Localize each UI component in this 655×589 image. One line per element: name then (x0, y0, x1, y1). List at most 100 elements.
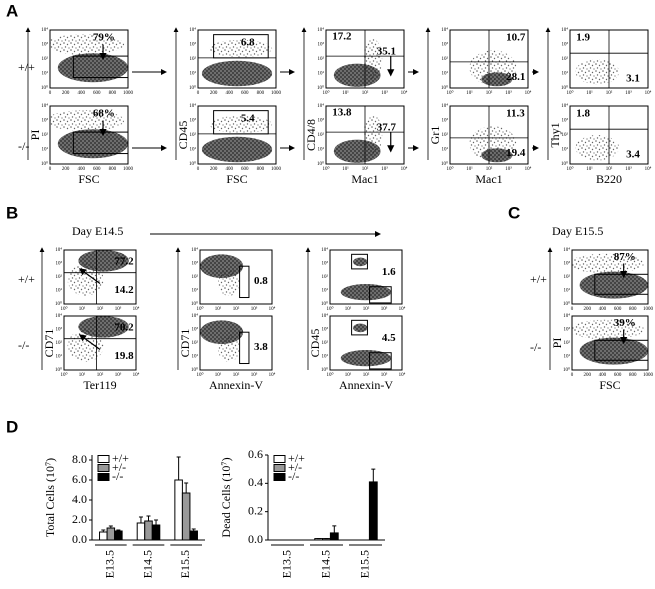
event-cloud (579, 271, 648, 299)
events (333, 38, 383, 87)
label: 10² (56, 274, 63, 280)
scatter-plot (197, 105, 277, 165)
label: 1000 (643, 373, 654, 378)
label: 79% (93, 32, 115, 44)
label: 10⁴ (269, 372, 276, 378)
error-bar (332, 525, 337, 533)
label: 10² (233, 372, 240, 378)
label: 10¹ (442, 71, 449, 77)
label: 10¹ (190, 71, 197, 77)
plot-frame (197, 29, 277, 89)
label: 0.0 (248, 532, 263, 546)
label: 200 (210, 91, 218, 96)
scatter-plot (329, 315, 403, 371)
event-cloud (50, 110, 125, 131)
label: 70.2 (114, 321, 134, 333)
label: 10³ (251, 306, 258, 312)
label: FSC (78, 172, 99, 186)
label: 10⁰ (326, 306, 333, 312)
events (201, 115, 273, 163)
label: 10³ (42, 118, 49, 124)
label: 200 (583, 373, 591, 378)
event-cloud (218, 268, 240, 296)
label: +/- (288, 460, 302, 474)
label: D (6, 417, 18, 436)
label: Mac1 (351, 172, 378, 186)
label: 10⁴ (55, 247, 62, 253)
label: 10³ (318, 118, 325, 124)
label: 10³ (56, 261, 63, 267)
label: 10⁴ (321, 247, 328, 253)
label: 400 (225, 167, 233, 172)
label: 10⁰ (563, 301, 570, 307)
label: 10² (42, 132, 49, 138)
label: +/+ (288, 451, 305, 465)
label: 10⁴ (441, 103, 448, 109)
label: 10⁴ (41, 103, 48, 109)
label: 10³ (564, 261, 571, 267)
label: 10⁴ (401, 90, 408, 96)
legend-swatch (97, 464, 110, 472)
label: +/+ (18, 272, 35, 286)
label: 10⁰ (322, 166, 329, 172)
label: 10⁰ (321, 301, 328, 307)
label: 2.0 (72, 512, 87, 526)
label: 600 (241, 167, 249, 172)
label: 0.2 (248, 503, 263, 517)
label: 10⁰ (326, 372, 333, 378)
label: 10⁰ (41, 85, 48, 91)
label: 14.2 (114, 284, 134, 296)
label: 10³ (42, 42, 49, 48)
label: 10⁰ (60, 306, 67, 312)
label: 400 (225, 91, 233, 96)
label: 200 (62, 91, 70, 96)
label: 11.3 (506, 108, 525, 120)
event-cloud (572, 253, 645, 274)
event-cloud (57, 53, 128, 83)
events (575, 135, 620, 161)
plot-frame (199, 249, 273, 305)
x-tick-label: E13.5 (103, 550, 117, 578)
label: 10¹ (466, 90, 473, 96)
label: 10³ (381, 372, 388, 378)
label: 10⁰ (322, 90, 329, 96)
label: 10⁴ (441, 27, 448, 33)
label: 10² (606, 90, 613, 96)
label: 600 (614, 307, 622, 312)
label: 10² (564, 340, 571, 346)
events (340, 257, 392, 301)
label: 10¹ (345, 306, 352, 312)
label: 10² (322, 340, 329, 346)
error-bar (116, 529, 121, 531)
label: 0 (197, 91, 200, 96)
label: 10⁴ (133, 372, 140, 378)
bar (151, 524, 161, 541)
label: 10⁰ (566, 90, 573, 96)
label: 10³ (381, 306, 388, 312)
label: 600 (93, 167, 101, 172)
scatter-plot (199, 315, 273, 371)
label: 28.1 (506, 71, 525, 83)
label: -/- (530, 340, 541, 354)
label: 10⁴ (401, 166, 408, 172)
label: 10² (562, 56, 569, 62)
label: FSC (599, 378, 620, 392)
label: 10⁴ (563, 247, 570, 253)
label: 10³ (322, 261, 329, 267)
bar (136, 522, 146, 541)
label: 10⁰ (55, 301, 62, 307)
label: 10³ (442, 42, 449, 48)
label: 10² (56, 340, 63, 346)
event-cloud (209, 39, 273, 58)
label: 10² (442, 56, 449, 62)
scatter-plot (571, 249, 649, 305)
legend-swatch (97, 473, 110, 481)
label: 10⁴ (269, 306, 276, 312)
error-bar (371, 468, 376, 482)
label: 10² (318, 56, 325, 62)
label: 10¹ (562, 71, 569, 77)
scatter-plot (571, 315, 649, 371)
plot-frame (329, 249, 403, 305)
event-cloud (57, 129, 128, 159)
legend-swatch (273, 473, 286, 481)
